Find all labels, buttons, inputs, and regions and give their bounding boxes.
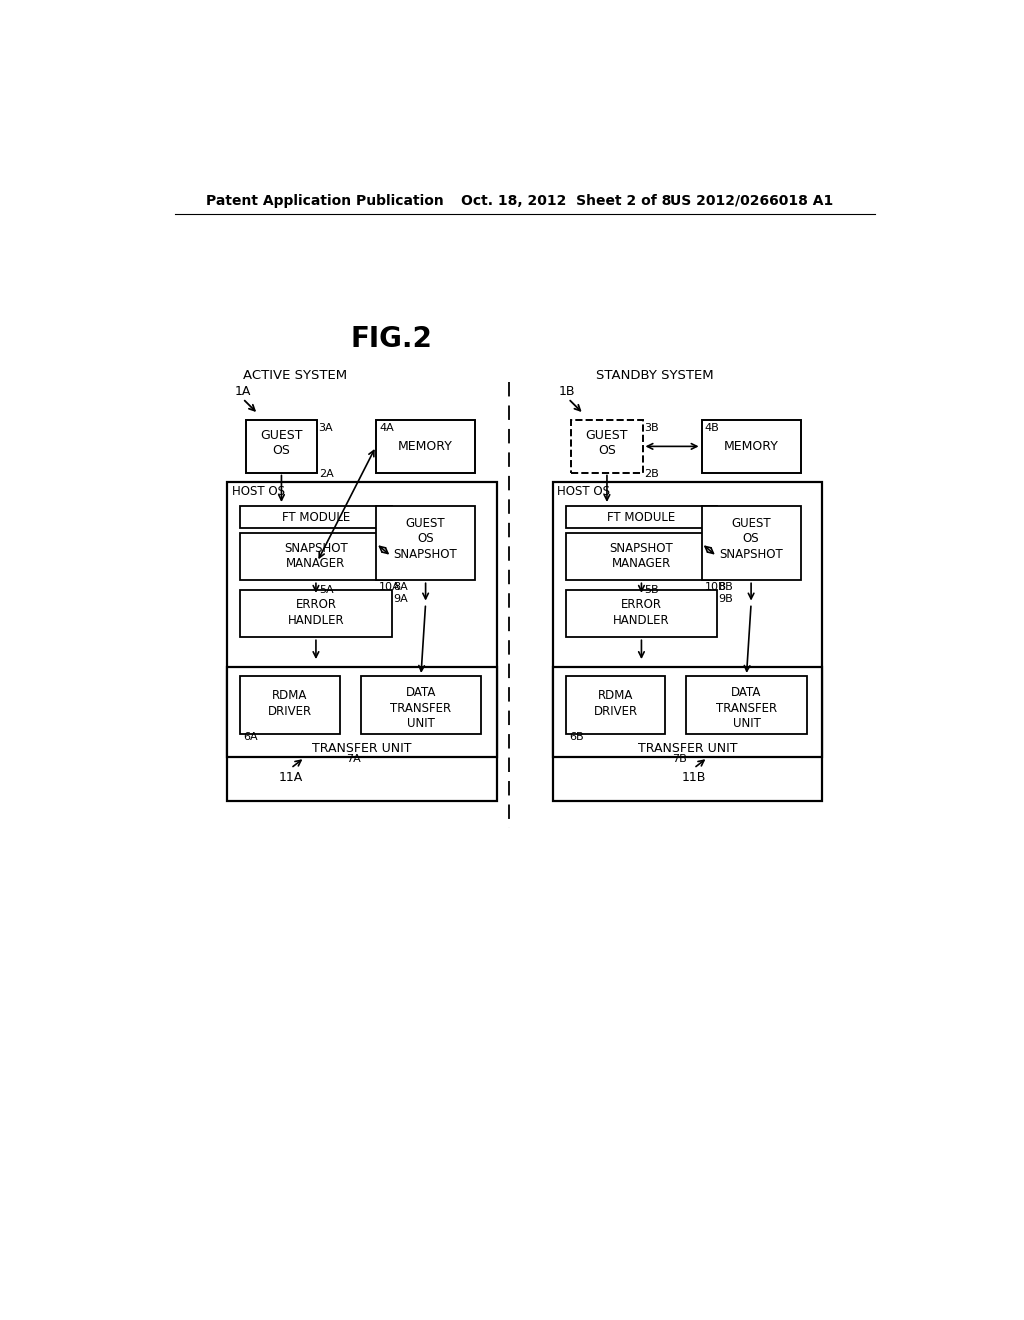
Text: 9A: 9A	[393, 594, 408, 605]
Bar	[701, 507, 801, 581]
Text: 8B: 8B	[719, 582, 733, 591]
Text: OS: OS	[742, 532, 760, 545]
Text: FIG.2: FIG.2	[350, 325, 432, 354]
Text: 3B: 3B	[644, 424, 658, 433]
Text: 4A: 4A	[379, 424, 394, 433]
Text: DRIVER: DRIVER	[594, 705, 638, 718]
Text: TRANSFER UNIT: TRANSFER UNIT	[312, 742, 412, 755]
Text: GUEST: GUEST	[586, 429, 628, 442]
Bar	[571, 420, 643, 473]
Bar	[566, 676, 665, 734]
Text: OS: OS	[598, 445, 615, 458]
Text: GUEST: GUEST	[731, 517, 771, 529]
Text: 4B: 4B	[705, 424, 719, 433]
Text: 6B: 6B	[569, 733, 584, 742]
Text: MEMORY: MEMORY	[398, 440, 453, 453]
Text: UNIT: UNIT	[732, 717, 761, 730]
Text: SNAPSHOT: SNAPSHOT	[609, 541, 674, 554]
Bar	[566, 533, 717, 581]
Text: MEMORY: MEMORY	[724, 440, 778, 453]
Text: 2B: 2B	[644, 470, 658, 479]
Bar	[241, 590, 391, 638]
Text: Patent Application Publication: Patent Application Publication	[206, 194, 443, 207]
Bar	[566, 507, 717, 528]
Text: RDMA: RDMA	[272, 689, 307, 702]
Text: STANDBY SYSTEM: STANDBY SYSTEM	[596, 370, 714, 381]
Text: 7B: 7B	[672, 754, 687, 763]
Text: HOST OS: HOST OS	[557, 484, 610, 498]
Text: TRANSFER: TRANSFER	[390, 702, 452, 714]
Text: GUEST: GUEST	[260, 429, 303, 442]
Text: OS: OS	[272, 445, 291, 458]
Bar	[241, 533, 391, 581]
Text: HANDLER: HANDLER	[613, 614, 670, 627]
Text: ERROR: ERROR	[296, 598, 337, 611]
Text: 10B: 10B	[705, 582, 726, 591]
Bar	[227, 482, 497, 801]
Text: 1A: 1A	[234, 385, 251, 399]
Text: FT MODULE: FT MODULE	[607, 511, 676, 524]
Bar	[376, 507, 475, 581]
Bar	[246, 420, 317, 473]
Text: 7A: 7A	[346, 754, 361, 763]
Text: FT MODULE: FT MODULE	[282, 511, 350, 524]
Text: HOST OS: HOST OS	[231, 484, 285, 498]
Text: 11A: 11A	[280, 771, 303, 784]
Bar	[566, 590, 717, 638]
Text: MANAGER: MANAGER	[287, 557, 345, 570]
Text: DATA: DATA	[731, 686, 762, 700]
Bar	[553, 667, 822, 758]
Text: TRANSFER UNIT: TRANSFER UNIT	[638, 742, 737, 755]
Text: HANDLER: HANDLER	[288, 614, 344, 627]
Text: 6A: 6A	[244, 733, 258, 742]
Text: 3A: 3A	[318, 424, 333, 433]
Text: 9B: 9B	[719, 594, 733, 605]
Text: 10A: 10A	[379, 582, 400, 591]
Text: SNAPSHOT: SNAPSHOT	[393, 548, 458, 561]
Text: MANAGER: MANAGER	[611, 557, 671, 570]
Text: 11B: 11B	[682, 771, 707, 784]
Text: 2A: 2A	[318, 470, 334, 479]
Bar	[227, 667, 497, 758]
Text: SNAPSHOT: SNAPSHOT	[719, 548, 783, 561]
Bar	[701, 420, 801, 473]
Text: ERROR: ERROR	[621, 598, 662, 611]
Bar	[241, 676, 340, 734]
Bar	[360, 676, 481, 734]
Text: SNAPSHOT: SNAPSHOT	[284, 541, 348, 554]
Text: 1B: 1B	[559, 385, 575, 399]
Bar	[241, 507, 391, 528]
Bar	[686, 676, 807, 734]
Text: TRANSFER: TRANSFER	[716, 702, 777, 714]
Text: Oct. 18, 2012  Sheet 2 of 8: Oct. 18, 2012 Sheet 2 of 8	[461, 194, 672, 207]
Text: US 2012/0266018 A1: US 2012/0266018 A1	[671, 194, 834, 207]
Bar	[376, 420, 475, 473]
Text: 5A: 5A	[319, 585, 334, 595]
Bar	[553, 482, 822, 801]
Text: 8A: 8A	[393, 582, 408, 591]
Text: DRIVER: DRIVER	[268, 705, 312, 718]
Text: 5B: 5B	[644, 585, 659, 595]
Text: RDMA: RDMA	[598, 689, 633, 702]
Text: ACTIVE SYSTEM: ACTIVE SYSTEM	[243, 370, 347, 381]
Text: UNIT: UNIT	[407, 717, 435, 730]
Text: GUEST: GUEST	[406, 517, 445, 529]
Text: DATA: DATA	[406, 686, 436, 700]
Text: OS: OS	[418, 532, 434, 545]
